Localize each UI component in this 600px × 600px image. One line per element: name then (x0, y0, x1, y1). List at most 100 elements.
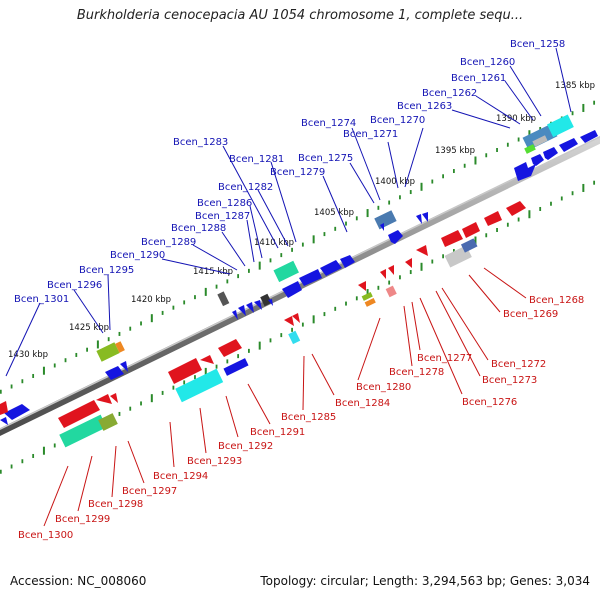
gene-arrow[interactable] (340, 255, 355, 268)
gene-arrow[interactable] (268, 299, 273, 306)
gene-label[interactable]: Bcen_1276 (462, 397, 517, 408)
gene-arrow[interactable] (559, 138, 578, 152)
gene-arrow[interactable] (462, 222, 480, 238)
gene-arrow[interactable] (58, 400, 100, 428)
gene-label[interactable]: Bcen_1285 (281, 412, 336, 423)
gene-label[interactable]: Bcen_1290 (110, 250, 165, 261)
kbp-label: 1405 kbp (314, 208, 354, 218)
gene-arrow[interactable] (405, 258, 412, 268)
gene-label[interactable]: Bcen_1258 (510, 39, 565, 50)
gene-block[interactable] (374, 210, 397, 230)
gene-label[interactable]: Bcen_1279 (270, 167, 325, 178)
gene-block[interactable] (460, 238, 478, 253)
gene-label[interactable]: Bcen_1277 (417, 353, 472, 364)
gene-arrow[interactable] (543, 147, 558, 160)
gene-label[interactable]: Bcen_1263 (397, 101, 452, 112)
gene-arrow[interactable] (441, 230, 463, 247)
gene-label[interactable]: Bcen_1269 (503, 309, 558, 320)
gene-arrow[interactable] (110, 393, 118, 403)
gene-label[interactable]: Bcen_1281 (229, 154, 284, 165)
gene-label[interactable]: Bcen_1283 (173, 137, 228, 148)
gene-arrow[interactable] (254, 300, 262, 310)
gene-arrow[interactable] (416, 245, 428, 256)
gene-arrow[interactable] (380, 269, 386, 279)
gene-arrow[interactable] (168, 358, 202, 384)
gene-arrow[interactable] (484, 211, 502, 226)
gene-label[interactable]: Bcen_1294 (153, 471, 208, 482)
gene-label[interactable]: Bcen_1289 (141, 237, 196, 248)
gene-block[interactable] (217, 291, 230, 307)
gene-block[interactable] (547, 114, 574, 138)
gene-arrow[interactable] (105, 366, 124, 380)
gene-label[interactable]: Bcen_1301 (14, 294, 69, 305)
gene-block[interactable] (96, 342, 120, 362)
gene-label[interactable]: Bcen_1288 (171, 223, 226, 234)
gene-label[interactable]: Bcen_1295 (79, 265, 134, 276)
gene-label[interactable]: Bcen_1272 (491, 359, 546, 370)
gene-label[interactable]: Bcen_1278 (389, 367, 444, 378)
gene-label[interactable]: Bcen_1296 (47, 280, 102, 291)
gene-block[interactable] (532, 135, 548, 147)
gene-arrow[interactable] (238, 305, 246, 316)
gene-arrow[interactable] (388, 230, 403, 244)
gene-arrow[interactable] (506, 201, 526, 216)
gene-arrow[interactable] (388, 265, 394, 275)
gene-label[interactable]: Bcen_1292 (218, 441, 273, 452)
gene-arrow[interactable] (232, 310, 238, 320)
gene-arrow[interactable] (299, 269, 322, 286)
gene-block[interactable] (522, 123, 558, 151)
gene-label[interactable]: Bcen_1270 (370, 115, 425, 126)
gene-label[interactable]: Bcen_1300 (18, 530, 73, 541)
gene-block[interactable] (273, 260, 299, 283)
gene-arrow[interactable] (320, 260, 342, 276)
gene-label[interactable]: Bcen_1273 (482, 375, 537, 386)
gene-label[interactable]: Bcen_1271 (343, 129, 398, 140)
gene-arrow[interactable] (246, 302, 254, 313)
gene-label[interactable]: Bcen_1261 (451, 73, 506, 84)
gene-block[interactable] (260, 293, 272, 307)
gene-arrow[interactable] (531, 154, 544, 166)
gene-arrow[interactable] (580, 130, 598, 143)
gene-label[interactable]: Bcen_1299 (55, 514, 110, 525)
gene-label[interactable]: Bcen_1291 (250, 427, 305, 438)
gene-arrow[interactable] (358, 281, 366, 291)
gene-arrow[interactable] (292, 313, 300, 323)
gene-block[interactable] (364, 298, 376, 307)
gene-label[interactable]: Bcen_1260 (460, 57, 515, 68)
gene-label[interactable]: Bcen_1298 (88, 499, 143, 510)
gene-block[interactable] (115, 341, 125, 353)
gene-block[interactable] (385, 285, 397, 298)
gene-arrow[interactable] (282, 281, 302, 298)
gene-label[interactable]: Bcen_1284 (335, 398, 390, 409)
gene-block[interactable] (98, 413, 118, 431)
gene-arrow[interactable] (0, 401, 8, 415)
gene-block[interactable] (524, 144, 536, 154)
gene-label[interactable]: Bcen_1268 (529, 295, 584, 306)
gene-label[interactable]: Bcen_1293 (187, 456, 242, 467)
gene-block[interactable] (361, 292, 373, 301)
gene-label[interactable]: Bcen_1286 (197, 198, 252, 209)
gene-block[interactable] (288, 330, 301, 345)
gene-block[interactable] (175, 368, 224, 403)
gene-arrow[interactable] (422, 212, 428, 222)
gene-label[interactable]: Bcen_1275 (298, 153, 353, 164)
gene-arrow[interactable] (218, 339, 242, 357)
gene-arrow[interactable] (96, 394, 112, 404)
gene-label[interactable]: Bcen_1297 (122, 486, 177, 497)
gene-arrow[interactable] (0, 417, 8, 425)
chromosome-backbone (0, 135, 600, 437)
gene-label[interactable]: Bcen_1274 (301, 118, 356, 129)
gene-block[interactable] (223, 358, 249, 376)
gene-label[interactable]: Bcen_1280 (356, 382, 411, 393)
gene-arrow[interactable] (200, 355, 214, 364)
gene-arrow[interactable] (514, 162, 536, 181)
gene-arrow[interactable] (120, 361, 128, 372)
gene-label[interactable]: Bcen_1262 (422, 88, 477, 99)
reverse-labels: Bcen_1268 Bcen_1269 Bcen_1272 Bcen_1273 … (18, 267, 584, 541)
gene-arrow[interactable] (284, 316, 294, 326)
gene-arrow[interactable] (380, 223, 384, 231)
gene-arrow[interactable] (4, 404, 30, 420)
gene-block[interactable] (59, 414, 107, 448)
gene-label[interactable]: Bcen_1287 (195, 211, 250, 222)
gene-arrow[interactable] (416, 214, 422, 224)
